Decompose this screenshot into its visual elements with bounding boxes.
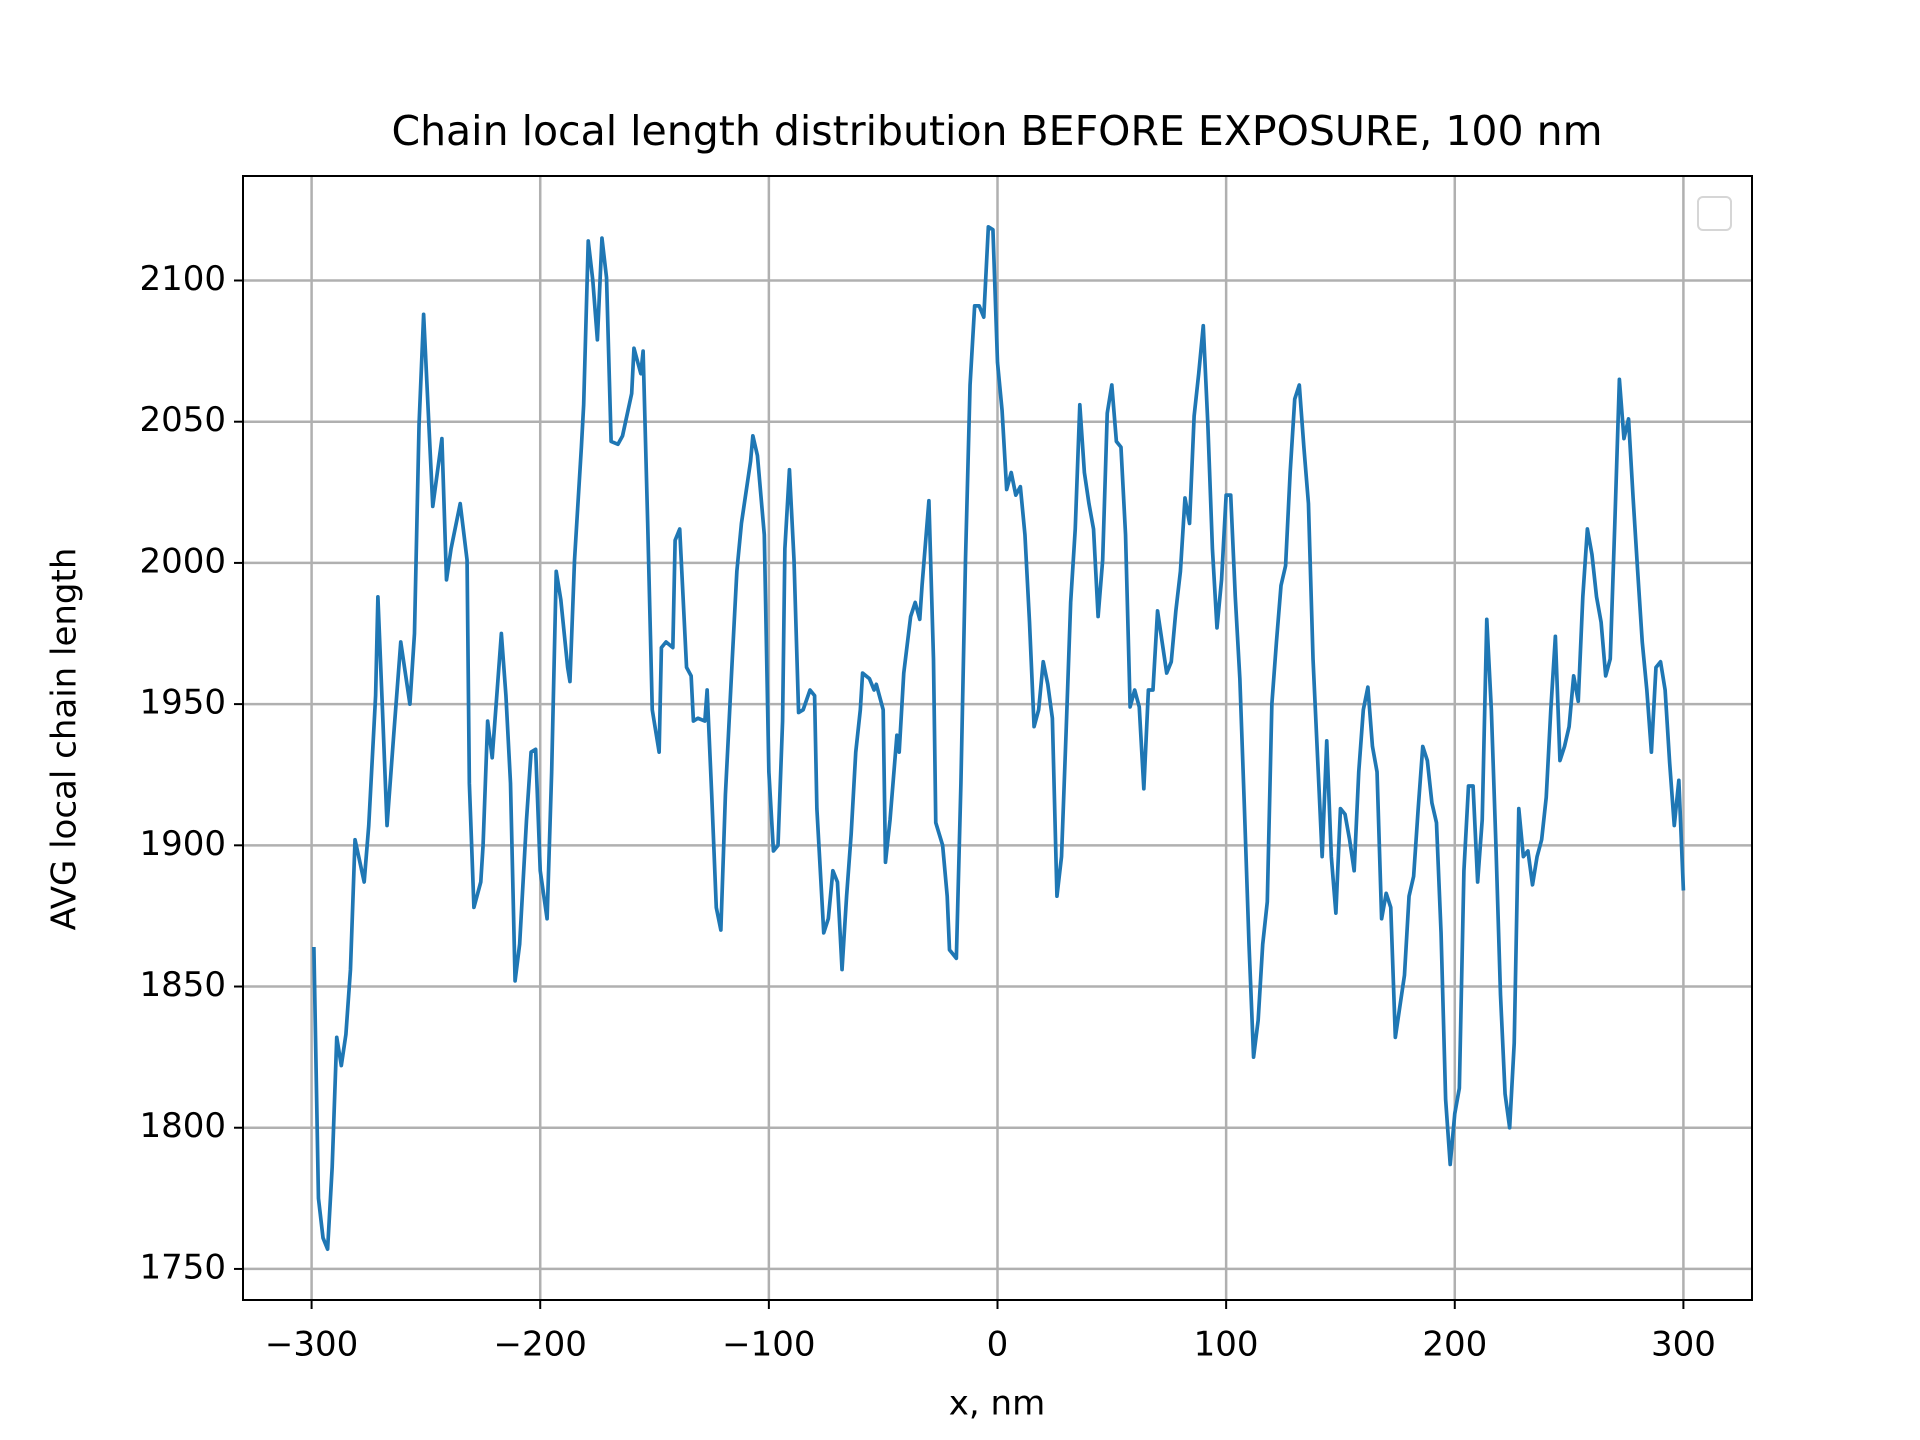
y-tick-label: 1800	[139, 1106, 226, 1146]
y-tick-label: 2100	[139, 259, 226, 299]
y-tick-label: 1900	[139, 824, 226, 864]
x-tick-label: −100	[722, 1325, 815, 1365]
y-tick-label: 1850	[139, 965, 226, 1005]
x-tick-label: 200	[1422, 1325, 1487, 1365]
x-axis-label: x, nm	[949, 1384, 1045, 1424]
x-tick-label: −200	[494, 1325, 587, 1365]
y-tick-label: 1750	[139, 1247, 226, 1287]
data-line	[312, 224, 1686, 1252]
y-tick-label: 2050	[139, 400, 226, 440]
x-tick-label: 0	[987, 1325, 1009, 1365]
x-tick-label: −300	[265, 1325, 358, 1365]
y-axis-label: AVG local chain length	[45, 548, 85, 931]
y-tick-label: 1950	[139, 683, 226, 723]
x-tick-label: 300	[1651, 1325, 1716, 1365]
x-tick-label: 100	[1194, 1325, 1259, 1365]
y-tick-label: 2000	[139, 541, 226, 581]
plot-frame	[242, 175, 1753, 1301]
legend-box	[1697, 196, 1732, 231]
chart-title: Chain local length distribution BEFORE E…	[391, 107, 1602, 155]
